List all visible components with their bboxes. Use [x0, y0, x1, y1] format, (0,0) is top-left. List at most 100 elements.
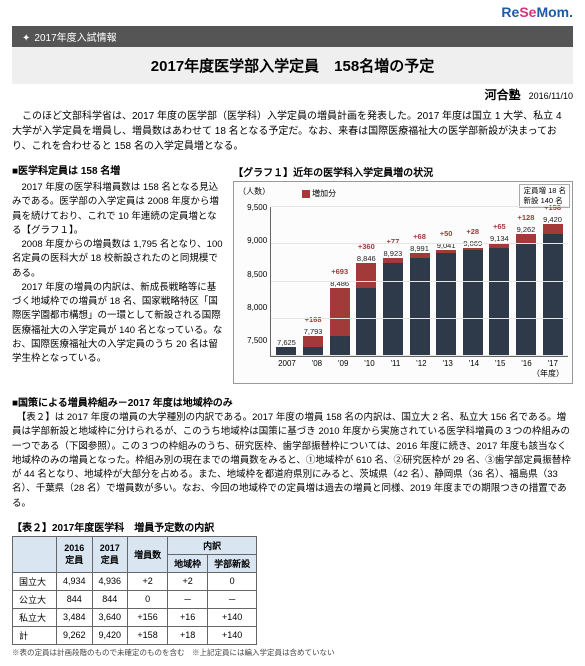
y-tick: 8,500	[238, 270, 267, 279]
bar-column: +659,134	[489, 234, 509, 356]
x-tick: 2007	[278, 359, 296, 368]
table-footnote: ※表の定員は計画段階のもので未確定のものを含む ※上記定員には編入学定員は含めて…	[12, 647, 573, 658]
table-cell: 0	[128, 590, 168, 608]
bar-column: +1589,420	[543, 215, 563, 356]
bar-column: +3608,846	[356, 254, 376, 356]
legend-swatch-inc	[302, 190, 310, 198]
chart-legend-inline: 増加分	[302, 188, 336, 199]
table-cell: +2	[128, 572, 168, 590]
bar-increment	[543, 224, 563, 235]
table-cell: 0	[208, 572, 257, 590]
x-tick: '11	[391, 359, 401, 368]
logo-part-se: Se	[519, 4, 536, 20]
bar-column: +778,923	[383, 249, 403, 356]
logo-part-re: Re	[501, 4, 519, 20]
section-1-header: ■医学科定員は 158 名増	[12, 164, 225, 179]
site-logo: ReSeMom.	[501, 4, 573, 20]
chart-y-axis: 9,5009,0008,5008,0007,500	[238, 197, 270, 357]
bar-column: 7,625	[276, 338, 296, 356]
bar-total-label: 9,262	[517, 225, 536, 234]
table-subheader: 学部新設	[208, 554, 257, 572]
table-cell: 3,640	[92, 608, 128, 626]
publish-date: 2016/11/10	[529, 91, 573, 101]
bar-total-label: 9,420	[543, 215, 562, 224]
bar-base	[383, 263, 403, 356]
table-cell: +2	[168, 572, 208, 590]
table-row: 公立大8448440－－	[13, 590, 257, 608]
bar-delta-label: +128	[518, 213, 535, 222]
bar-base	[356, 288, 376, 356]
bar-base	[543, 234, 563, 356]
breakdown-table: 2016定員2017定員増員数内訳地域枠学部新設国立大4,9344,936+2+…	[12, 536, 257, 645]
x-tick: '14	[469, 359, 479, 368]
source-name: 河合塾	[485, 86, 521, 103]
bar-increment	[356, 263, 376, 288]
table-cell: －	[208, 590, 257, 608]
bar-base	[330, 336, 350, 356]
table-header: 2017定員	[92, 536, 128, 572]
bar-base	[463, 250, 483, 356]
table-cell: 公立大	[13, 590, 57, 608]
bar-base	[489, 248, 509, 356]
section-2-header: ■国策による増員枠組み－2017 年度は地域枠のみ	[12, 394, 573, 409]
x-tick: '08	[312, 359, 322, 368]
x-tick: '13	[442, 359, 452, 368]
table-cell: －	[168, 590, 208, 608]
bar-delta-label: +28	[466, 227, 479, 236]
bar-delta-label: +168	[305, 315, 322, 324]
y-tick: 8,000	[238, 303, 267, 312]
bar-total-label: 9,134	[490, 234, 509, 243]
bar-total-label: 8,846	[357, 254, 376, 263]
chart-title: 【グラフ１】近年の医学科入学定員増の状況	[233, 164, 573, 179]
x-tick: '10	[364, 359, 374, 368]
table-cell: 9,420	[92, 626, 128, 644]
bar-column: +688,991	[410, 244, 430, 356]
table-subheader: 地域枠	[168, 554, 208, 572]
table-cell: +16	[168, 608, 208, 626]
y-tick: 7,500	[238, 336, 267, 345]
table-cell: 3,484	[57, 608, 93, 626]
x-tick: '12	[416, 359, 426, 368]
x-tick: '17	[548, 359, 558, 368]
table-cell: 844	[92, 590, 128, 608]
y-tick: 9,000	[238, 236, 267, 245]
table-header: 内訳	[168, 536, 257, 554]
bar-base	[436, 253, 456, 356]
section-1-body: 2017 年度の医学科増員数は 158 名となる見込みである。医学部の入学定員は…	[12, 181, 225, 366]
bar-column: +1289,262	[516, 225, 536, 356]
bar-column: +1687,793	[303, 327, 323, 356]
logo-part-mom: Mom.	[536, 4, 573, 20]
table-row: 計9,2629,420+158+18+140	[13, 626, 257, 644]
bar-delta-label: +68	[413, 232, 426, 241]
banner-text: 2017年度入試情報	[34, 33, 116, 44]
article-title: 2017年度医学部入学定員 158名増の予定	[12, 47, 573, 84]
bar-total-label: 8,923	[384, 249, 403, 258]
chart-x-axis: 2007'08'09'10'11'12'13'14'15'16'17	[238, 357, 568, 368]
table-title: 【表２】2017年度医学科 増員予定数の内訳	[12, 519, 573, 534]
sparkle-icon: ✦	[22, 33, 30, 44]
table-cell: 国立大	[13, 572, 57, 590]
category-banner: ✦ 2017年度入試情報	[12, 26, 573, 47]
table-cell: +158	[128, 626, 168, 644]
table-cell: 4,934	[57, 572, 93, 590]
section-2-body: 【表２】は 2017 年度の増員の大学種別の内訳である。2017 年度の増員 1…	[12, 411, 573, 511]
bar-delta-label: +65	[493, 222, 506, 231]
x-tick: '09	[338, 359, 348, 368]
table-cell: +140	[208, 608, 257, 626]
intro-paragraph: このほど文部科学省は、2017 年度の医学部（医学科）入学定員の増員計画を発表し…	[12, 109, 573, 154]
bar-increment	[516, 234, 536, 243]
chart-x-label: （年度）	[238, 368, 568, 379]
table-header	[13, 536, 57, 572]
table-cell: +156	[128, 608, 168, 626]
x-tick: '15	[495, 359, 505, 368]
legend-inline-label: 増加分	[312, 188, 336, 199]
chart-plot: 7,625+1687,793+6938,486+3608,846+778,923…	[270, 207, 568, 357]
table-cell: 844	[57, 590, 93, 608]
bar-total-label: 7,793	[304, 327, 323, 336]
table-cell: 私立大	[13, 608, 57, 626]
table-cell: +18	[168, 626, 208, 644]
legend-line-1: 定員増 18 名	[523, 186, 566, 196]
bar-delta-label: +50	[440, 229, 453, 238]
table-cell: 9,262	[57, 626, 93, 644]
table-row: 私立大3,4843,640+156+16+140	[13, 608, 257, 626]
